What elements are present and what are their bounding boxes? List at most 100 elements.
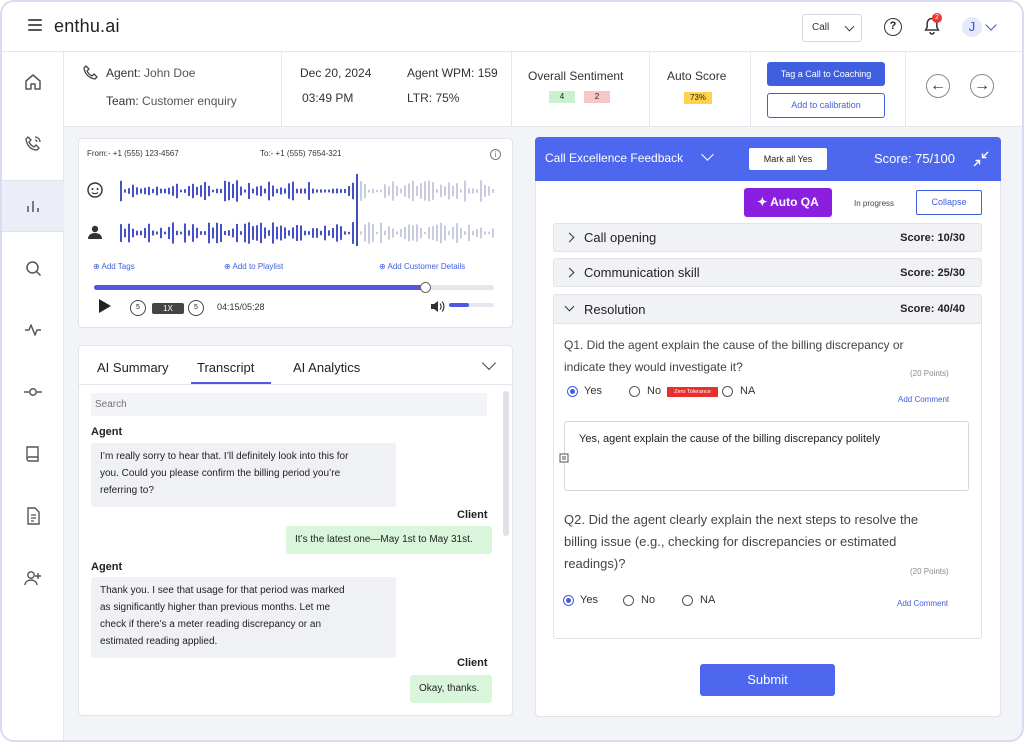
progress-handle[interactable]	[420, 282, 431, 293]
add-calibration-button[interactable]: Add to calibration	[767, 93, 885, 118]
sidebar-item-documents[interactable]	[2, 490, 64, 542]
q1-yes-label[interactable]: Yes	[584, 385, 602, 397]
tab-transcript[interactable]: Transcript	[197, 360, 255, 375]
play-icon[interactable]	[98, 298, 112, 314]
q2-yes-label[interactable]: Yes	[580, 594, 598, 606]
q2-no-label[interactable]: No	[641, 594, 656, 606]
q2-na-label[interactable]: NA	[700, 594, 716, 606]
transcript-scrollbar[interactable]	[503, 391, 509, 536]
transcript-search-input[interactable]	[91, 393, 487, 416]
sidebar-item-add-user[interactable]	[2, 552, 64, 604]
q1-yes-radio[interactable]	[567, 386, 578, 397]
previous-call-button[interactable]: ←	[926, 74, 950, 98]
waveform-bar	[124, 189, 126, 193]
volume-slider[interactable]	[449, 303, 494, 307]
next-call-button[interactable]: →	[970, 74, 994, 98]
waveform-bar	[448, 182, 450, 200]
q1-comment-box[interactable]: Yes, agent explain the cause of the bill…	[564, 421, 969, 491]
waveform-bar	[492, 228, 494, 238]
sidebar-item-commits[interactable]	[2, 366, 64, 418]
question-1-points: (20 Points)	[910, 369, 949, 378]
sidebar-item-calls[interactable]	[2, 118, 64, 170]
waveform-bar	[208, 185, 210, 197]
menu-icon[interactable]	[28, 19, 42, 31]
info-icon[interactable]: i	[490, 149, 501, 160]
q1-no-radio[interactable]	[629, 386, 640, 397]
tab-ai-summary[interactable]: AI Summary	[97, 360, 169, 375]
sidebar-item-analytics[interactable]	[2, 180, 64, 232]
chevron-down-icon[interactable]	[481, 355, 497, 371]
auto-qa-button[interactable]: ✦ Auto QA	[744, 188, 832, 217]
customer-face-icon	[87, 182, 103, 198]
waveform-bar	[312, 188, 314, 194]
mark-all-yes-button[interactable]: Mark all Yes	[749, 148, 827, 170]
question-line: indicate they would investigate it?	[564, 360, 743, 374]
waveform-bar	[344, 188, 346, 194]
playhead[interactable]	[356, 174, 358, 246]
chevron-down-icon[interactable]	[701, 148, 714, 161]
section-resolution[interactable]: Resolution Score: 40/40	[553, 294, 982, 324]
q2-no-radio[interactable]	[623, 595, 634, 606]
waveform-bar	[424, 231, 426, 235]
add-tags-label: Add Tags	[101, 262, 135, 271]
submit-button[interactable]: Submit	[700, 664, 835, 696]
waveform-bar	[196, 227, 198, 239]
zero-tolerance-badge: Zero Tolerance	[667, 387, 718, 397]
minimize-icon[interactable]	[973, 151, 989, 167]
waveform-bar	[420, 183, 422, 199]
sidebar-item-activity[interactable]	[2, 304, 64, 356]
q2-yes-radio[interactable]	[563, 595, 574, 606]
waveform-bar	[404, 185, 406, 197]
waveform-bar	[436, 189, 438, 193]
waveform-bar	[376, 231, 378, 235]
waveform-bar	[432, 226, 434, 240]
add-user-icon	[24, 571, 41, 586]
section-call-opening[interactable]: Call opening Score: 10/30	[553, 223, 982, 252]
waveform-bar	[280, 225, 282, 241]
sidebar-item-library[interactable]	[2, 428, 64, 480]
section-communication-skill[interactable]: Communication skill Score: 25/30	[553, 258, 982, 287]
message-line: estimated reading applied.	[100, 636, 218, 647]
document-icon	[27, 507, 40, 525]
waveform-bar	[452, 226, 454, 240]
volume-icon[interactable]	[430, 300, 445, 313]
q1-no-label[interactable]: No	[647, 385, 662, 397]
waveform-bar	[432, 182, 434, 200]
waveform-bar	[468, 188, 470, 194]
add-customer-details-link[interactable]: ⊕ Add Customer Details	[379, 262, 466, 271]
agent-waveform[interactable]	[120, 222, 494, 244]
speed-button[interactable]: 1X	[152, 303, 184, 314]
help-icon[interactable]: ?	[884, 18, 902, 36]
waveform-bar	[440, 222, 442, 244]
q1-na-label[interactable]: NA	[740, 385, 756, 397]
agent-message: I’m really sorry to hear that. I’ll defi…	[91, 443, 396, 507]
forward-5-icon[interactable]: 5	[188, 300, 204, 316]
q1-na-radio[interactable]	[722, 386, 733, 397]
collapse-button[interactable]: Collapse	[916, 190, 982, 215]
waveform-bar	[132, 184, 134, 198]
q2-na-radio[interactable]	[682, 595, 693, 606]
add-playlist-link[interactable]: ⊕ Add to Playlist	[224, 262, 284, 271]
call-type-select[interactable]: Call	[802, 14, 862, 42]
q1-add-comment-link[interactable]: Add Comment	[898, 395, 950, 404]
section-title: Communication skill	[584, 265, 700, 280]
chevron-down-icon[interactable]	[985, 19, 997, 31]
waveform-bar	[340, 226, 342, 240]
sidebar-item-search[interactable]	[2, 242, 64, 294]
sidebar-item-home[interactable]	[2, 56, 64, 108]
waveform-bar	[276, 188, 278, 194]
rewind-5-icon[interactable]: 5	[130, 300, 146, 316]
q2-add-comment-link[interactable]: Add Comment	[897, 599, 949, 608]
avatar[interactable]: J	[962, 17, 982, 37]
waveform-bar	[384, 230, 386, 236]
tab-ai-analytics[interactable]: AI Analytics	[293, 360, 361, 375]
customer-waveform[interactable]	[120, 180, 494, 202]
waveform-bar	[220, 188, 222, 194]
notification-bell-icon[interactable]: 2	[924, 13, 942, 35]
tag-coaching-button[interactable]: Tag a Call to Coaching	[767, 62, 885, 86]
waveform-bar	[184, 189, 186, 193]
progress-track[interactable]	[94, 282, 494, 293]
add-tags-link[interactable]: ⊕ Add Tags	[93, 262, 135, 271]
waveform-bar	[284, 227, 286, 239]
